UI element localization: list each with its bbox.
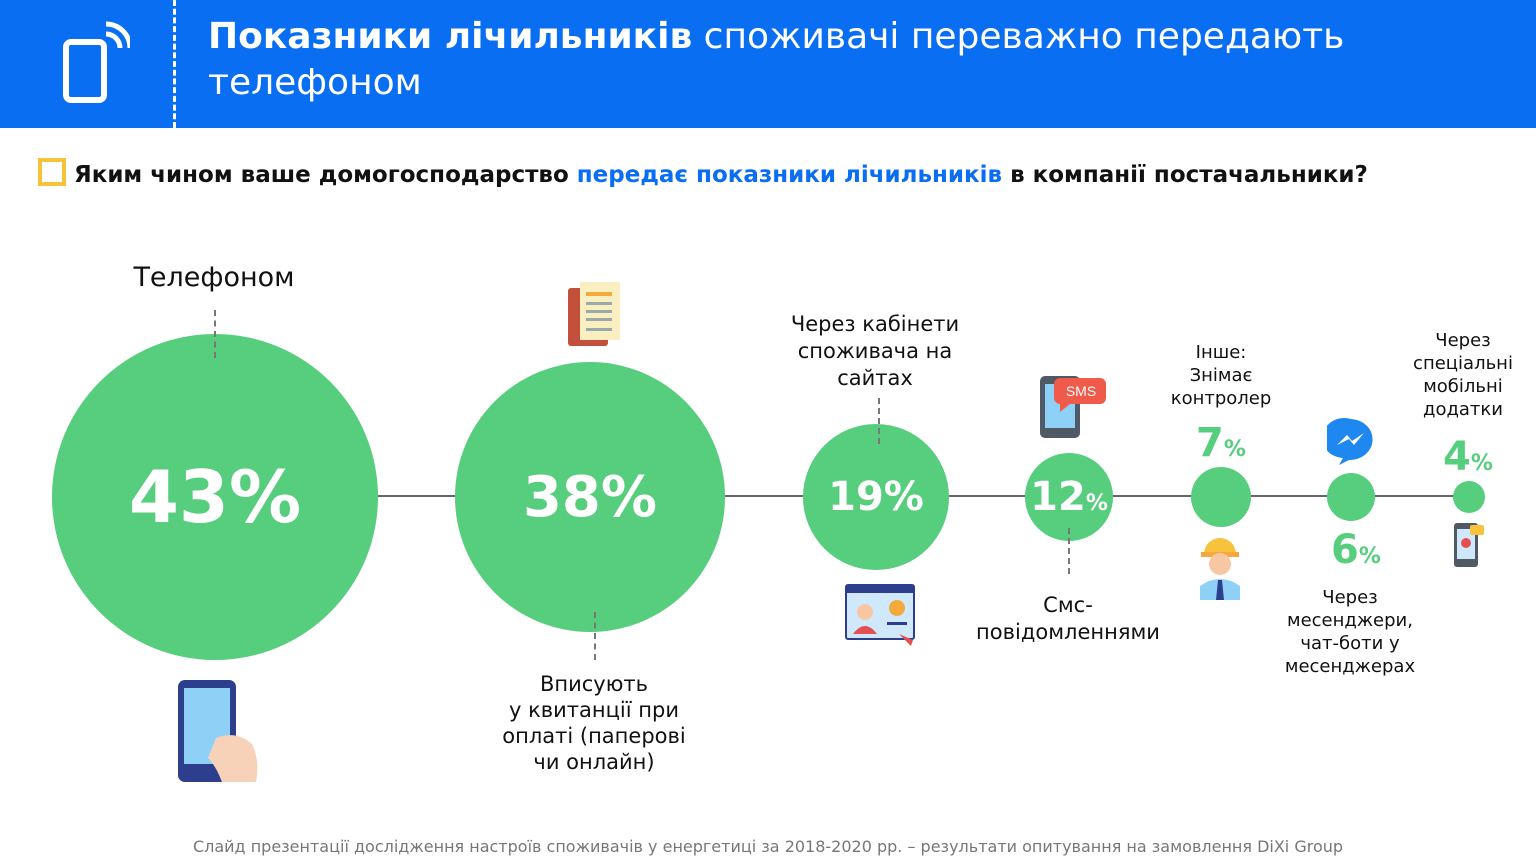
survey-question: Яким чином ваше домогосподарство передає… <box>38 158 1368 188</box>
header-banner: Показники лічильників споживачі переважн… <box>0 0 1536 128</box>
page-title: Показники лічильників споживачі переважн… <box>208 16 1345 103</box>
label-messenger: Через месенджери, чат-боти у месенджерах <box>1284 587 1416 677</box>
bubble-other <box>1191 467 1251 527</box>
web-cabinet-icon <box>845 584 915 646</box>
controller-worker-icon <box>1200 538 1240 600</box>
connector <box>594 612 596 660</box>
bubble-receipt: 38% <box>455 362 725 632</box>
label-cabinet: Через кабінети споживача на сайтах <box>790 312 960 390</box>
svg-text:SMS: SMS <box>1066 383 1096 399</box>
value-label: 4% <box>1443 434 1493 480</box>
bubble-phone: 43% <box>52 334 378 660</box>
label-other: Інше: Знімає контролер <box>1170 342 1272 409</box>
mobile-app-icon <box>1454 523 1484 567</box>
value-label: 38% <box>522 464 658 530</box>
connector <box>878 398 880 444</box>
hand-phone-icon <box>178 680 258 782</box>
receipt-icon <box>568 282 620 346</box>
connector <box>214 310 216 358</box>
footer-source: Слайд презентації дослідження настроїв с… <box>192 837 1344 856</box>
value-label: 12% <box>1030 474 1108 520</box>
value-label: 43% <box>128 455 302 539</box>
bubble-cabinet: 19% <box>803 424 949 570</box>
messenger-icon <box>1327 418 1373 465</box>
phone-signal-icon <box>63 21 130 103</box>
label-sms: Смс-повідомленнями <box>976 593 1160 644</box>
value-label: 6% <box>1331 527 1381 573</box>
bubble-sms: 12% <box>1025 453 1113 541</box>
bubble-messenger <box>1327 473 1375 521</box>
header-divider <box>173 0 176 128</box>
sms-phone-icon: SMS <box>1040 376 1106 438</box>
label-apps: Через спеціальні мобільні додатки <box>1413 330 1513 420</box>
value-label: 7% <box>1196 420 1246 466</box>
square-bullet-icon <box>38 158 66 186</box>
label-receipt: Вписують у квитанції при оплаті (паперові ч… <box>502 672 686 774</box>
label-phone: Телефоном <box>133 262 295 293</box>
value-label: 19% <box>828 474 924 520</box>
connector <box>1068 528 1070 574</box>
bubble-apps <box>1453 481 1485 513</box>
